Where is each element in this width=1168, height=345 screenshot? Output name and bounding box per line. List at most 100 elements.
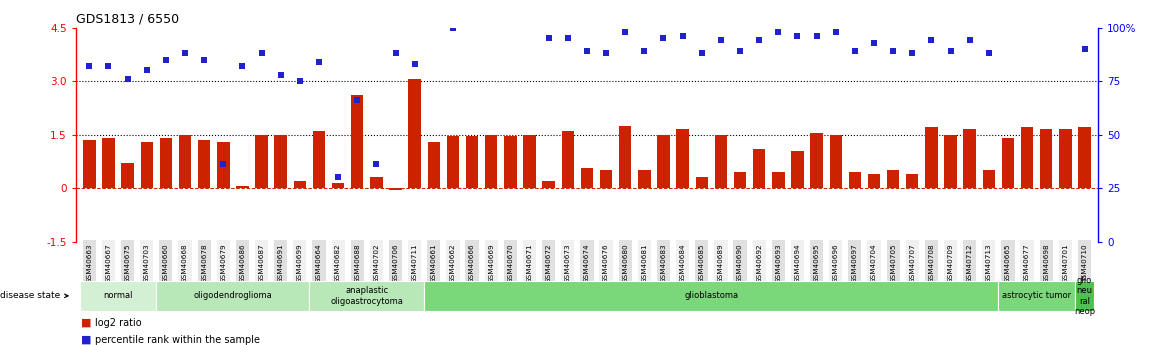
Point: [616, 29, 634, 34]
Point: [999, 12, 1017, 18]
Bar: [999, 281, 1075, 310]
Text: GSM40685: GSM40685: [698, 244, 704, 283]
Point: [463, 12, 481, 18]
Text: GSM40711: GSM40711: [411, 244, 418, 283]
Text: GSM40686: GSM40686: [239, 244, 245, 283]
Text: GSM40679: GSM40679: [221, 244, 227, 283]
Bar: [887, 170, 899, 188]
Text: GSM40694: GSM40694: [794, 244, 800, 283]
Text: ■: ■: [81, 318, 91, 327]
Text: GSM40709: GSM40709: [947, 244, 953, 283]
Point: [501, 16, 520, 22]
Bar: [1021, 127, 1034, 188]
Bar: [505, 136, 516, 188]
Text: normal: normal: [103, 291, 133, 300]
Text: GSM40662: GSM40662: [450, 244, 456, 283]
Point: [520, 14, 538, 20]
Bar: [1002, 138, 1014, 188]
Text: GSM40678: GSM40678: [201, 244, 207, 283]
Text: GSM40704: GSM40704: [871, 244, 877, 283]
Text: GSM40667: GSM40667: [105, 244, 111, 283]
Text: GSM40683: GSM40683: [660, 244, 667, 283]
Text: GSM40669: GSM40669: [488, 244, 494, 283]
Bar: [274, 135, 287, 188]
Text: GSM40698: GSM40698: [1043, 244, 1049, 283]
Point: [252, 50, 271, 56]
Text: GSM40693: GSM40693: [776, 244, 781, 283]
Bar: [157, 281, 310, 310]
Point: [903, 50, 922, 56]
Text: GSM40668: GSM40668: [182, 244, 188, 283]
Point: [367, 162, 385, 167]
Text: GSM40672: GSM40672: [545, 244, 551, 283]
Bar: [197, 140, 210, 188]
Bar: [964, 129, 976, 188]
Bar: [466, 136, 479, 188]
Point: [635, 48, 654, 54]
Point: [769, 29, 787, 34]
Text: GSM40696: GSM40696: [833, 244, 839, 283]
Bar: [1059, 129, 1071, 188]
Text: GSM40697: GSM40697: [851, 244, 857, 283]
Bar: [695, 177, 708, 188]
Text: GSM40681: GSM40681: [641, 244, 647, 283]
Text: GSM40688: GSM40688: [354, 244, 360, 283]
Bar: [310, 281, 424, 310]
Text: GSM40701: GSM40701: [1063, 244, 1069, 283]
Text: percentile rank within the sample: percentile rank within the sample: [95, 335, 259, 345]
Text: ■: ■: [81, 335, 91, 345]
Text: glio
neu
ral
neop: glio neu ral neop: [1073, 276, 1096, 316]
Bar: [83, 140, 96, 188]
Point: [1076, 46, 1094, 52]
Text: GSM40712: GSM40712: [967, 244, 973, 283]
Text: GSM40691: GSM40691: [278, 244, 284, 283]
Text: GSM40692: GSM40692: [756, 244, 763, 283]
Bar: [389, 188, 402, 190]
Text: GSM40665: GSM40665: [1004, 244, 1011, 283]
Bar: [485, 135, 498, 188]
Bar: [1075, 281, 1094, 310]
Bar: [256, 135, 267, 188]
Point: [864, 40, 883, 45]
Point: [328, 175, 347, 180]
Text: GSM40708: GSM40708: [929, 244, 934, 283]
Text: astrocytic tumor: astrocytic tumor: [1002, 291, 1071, 300]
Point: [424, 6, 443, 11]
Text: GSM40695: GSM40695: [814, 244, 820, 283]
Point: [750, 38, 769, 43]
Bar: [121, 163, 134, 188]
Text: GSM40674: GSM40674: [584, 244, 590, 283]
Point: [711, 38, 730, 43]
Bar: [868, 174, 881, 188]
Point: [271, 72, 290, 77]
Point: [291, 78, 310, 84]
Bar: [179, 135, 192, 188]
Text: GSM40671: GSM40671: [527, 244, 533, 283]
Point: [1037, 8, 1056, 13]
Bar: [562, 131, 573, 188]
Text: glioblastoma: glioblastoma: [684, 291, 738, 300]
Bar: [638, 170, 651, 188]
Text: GSM40682: GSM40682: [335, 244, 341, 283]
Bar: [427, 142, 440, 188]
Bar: [332, 183, 345, 188]
Text: GSM40710: GSM40710: [1082, 244, 1087, 283]
Point: [387, 50, 405, 56]
Bar: [140, 142, 153, 188]
Point: [693, 50, 711, 56]
Bar: [352, 95, 363, 188]
Text: oligodendroglioma: oligodendroglioma: [194, 291, 272, 300]
Point: [558, 36, 577, 41]
Text: GDS1813 / 6550: GDS1813 / 6550: [76, 12, 179, 25]
Bar: [542, 181, 555, 188]
Bar: [829, 135, 842, 188]
Point: [1017, 8, 1036, 13]
Bar: [236, 186, 249, 188]
Bar: [424, 281, 999, 310]
Point: [941, 48, 960, 54]
Bar: [217, 142, 229, 188]
Text: GSM40675: GSM40675: [125, 244, 131, 283]
Bar: [982, 170, 995, 188]
Text: GSM40680: GSM40680: [623, 244, 628, 283]
Text: log2 ratio: log2 ratio: [95, 318, 141, 327]
